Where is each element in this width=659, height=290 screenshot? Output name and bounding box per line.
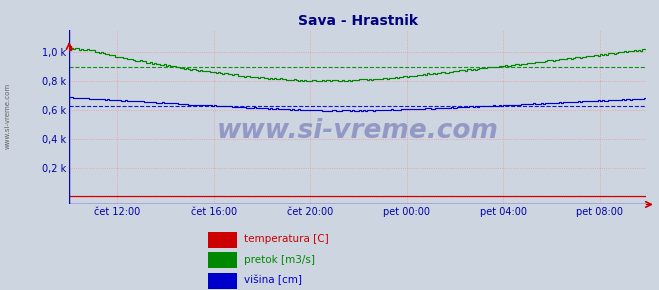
- Text: www.si-vreme.com: www.si-vreme.com: [5, 83, 11, 149]
- Text: temperatura [C]: temperatura [C]: [244, 234, 329, 244]
- Title: Sava - Hrastnik: Sava - Hrastnik: [297, 14, 418, 28]
- Text: www.si-vreme.com: www.si-vreme.com: [217, 118, 498, 144]
- Text: višina [cm]: višina [cm]: [244, 275, 302, 285]
- Text: pretok [m3/s]: pretok [m3/s]: [244, 255, 315, 264]
